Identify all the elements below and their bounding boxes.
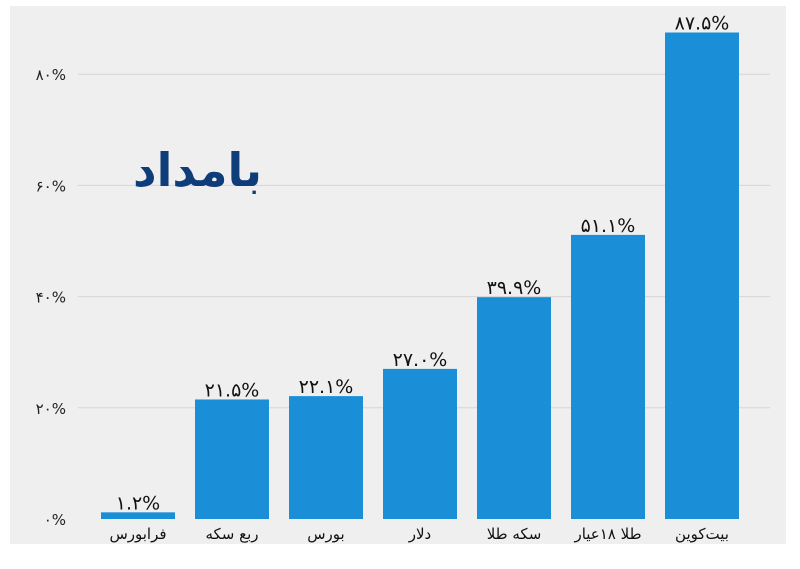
x-category-label: دلار — [408, 525, 431, 543]
y-tick-label: ۶۰% — [36, 177, 66, 195]
bar — [571, 234, 645, 519]
x-category-label: سکه طلا — [487, 525, 542, 543]
x-category-label: ربع سکه — [205, 525, 258, 543]
bamdad-logo: بامداد — [133, 143, 262, 197]
gridlines — [78, 73, 770, 409]
y-axis: ۰% ۲۰% ۴۰% ۶۰% ۸۰% — [36, 66, 66, 529]
y-tick-label: ۴۰% — [36, 289, 66, 307]
bar-value-label: ۱.۲% — [116, 492, 161, 514]
bar — [477, 297, 551, 519]
bar — [195, 399, 269, 519]
bar-value-label: ۸۷.۵% — [675, 13, 730, 35]
value-labels: ۱.۲% ۲۱.۵% ۲۲.۱% ۲۷.۰% ۳۹.۹% ۵۱.۱% ۸۷.۵% — [116, 13, 730, 515]
x-axis: فرابورس ربع سکه بورس دلار سکه طلا طلا ۱۸عیار ب… — [109, 525, 729, 543]
x-category-label: فرابورس — [109, 525, 166, 543]
bar-value-label: ۳۹.۹% — [487, 277, 542, 299]
bars — [101, 32, 739, 519]
bar — [665, 32, 739, 519]
x-category-label: بیت‌کوین — [675, 525, 729, 543]
y-tick-label: ۰% — [44, 511, 66, 529]
bar — [101, 512, 175, 519]
bar-value-label: ۲۲.۱% — [299, 376, 354, 398]
bar-value-label: ۵۱.۱% — [581, 215, 636, 237]
x-category-label: بورس — [307, 525, 344, 543]
x-category-label: طلا ۱۸عیار — [573, 525, 641, 543]
bar-value-label: ۲۷.۰% — [393, 349, 448, 371]
bar-value-label: ۲۱.۵% — [205, 379, 260, 401]
y-tick-label: ۸۰% — [36, 66, 66, 84]
bar — [289, 396, 363, 519]
y-tick-label: ۲۰% — [36, 400, 66, 418]
bar — [383, 368, 457, 519]
